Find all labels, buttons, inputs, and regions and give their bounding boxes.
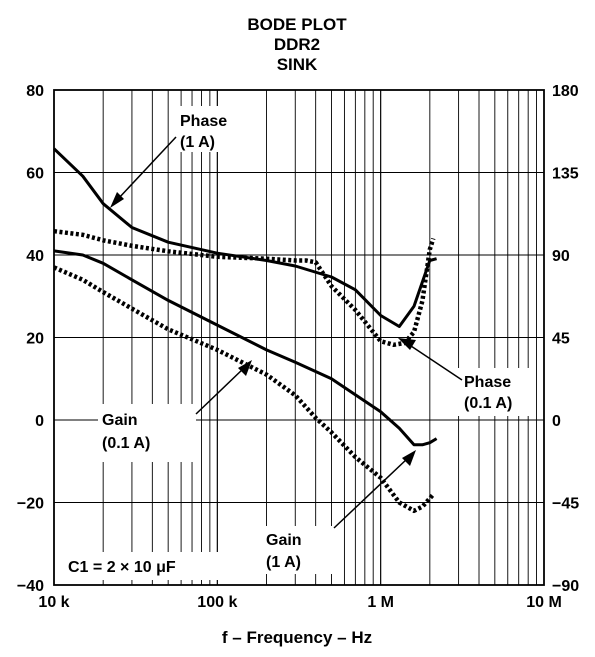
annotation-bg-gain-01a <box>98 404 196 462</box>
series-lines <box>52 147 438 514</box>
y2-tick-label: −45 <box>552 496 579 513</box>
annotation-phase-1a-line-1: Phase <box>180 113 227 130</box>
annotation-gain-01a-line-1: Gain <box>102 412 138 429</box>
y-tick-label: 40 <box>26 248 44 265</box>
y-tick-label: 80 <box>26 83 44 100</box>
annotation-phase-01a-line-1: Phase <box>464 374 511 391</box>
series-line-0 <box>52 147 437 328</box>
y2-tick-label: 135 <box>552 166 579 183</box>
y2-tick-label: 90 <box>552 248 570 265</box>
arrow-gain-1a-head <box>402 450 416 466</box>
x-tick-label: 100 k <box>197 594 237 611</box>
annotation-gain-01a-line-2: (0.1 A) <box>102 435 150 452</box>
arrow-phase-01a-head <box>398 338 416 350</box>
annotation-c1: C1 = 2 × 10 μF <box>68 559 176 576</box>
x-tick-label: 10 k <box>38 594 69 611</box>
annotation-phase-01a-line-2: (0.1 A) <box>464 395 512 412</box>
arrow-gain-01a-line <box>195 367 245 415</box>
y2-tick-label: −90 <box>552 578 579 595</box>
arrow-phase-1a-head <box>110 192 124 208</box>
annotation-arrows <box>110 136 463 529</box>
annotation-gain-1a-line-2: (1 A) <box>266 554 301 571</box>
annotation-bg-phase-1a <box>176 106 246 152</box>
chart-title-line-3: SINK <box>277 55 318 74</box>
x-tick-label: 1 M <box>367 594 394 611</box>
annotation-phase-1a-line-2: (1 A) <box>180 134 215 151</box>
series-line-1 <box>53 228 436 348</box>
y2-tick-label: 45 <box>552 331 570 348</box>
y-tick-label: −40 <box>17 578 44 595</box>
y-tick-label: 0 <box>35 413 44 430</box>
x-axis-title: f – Frequency – Hz <box>222 628 372 647</box>
chart-title-line-2: DDR2 <box>274 35 320 54</box>
tick-labels: 10 k 100 k 1 M 10 M 80 60 40 20 0 −20 −40 180 135 90 4… <box>17 83 579 611</box>
y2-tick-label: 180 <box>552 83 579 100</box>
plot-border <box>53 89 545 586</box>
arrow-gain-1a-line <box>333 457 409 529</box>
arrow-phase-1a-line <box>117 136 177 200</box>
y-tick-label: 60 <box>26 166 44 183</box>
annotation-bg-phase-01a <box>458 368 534 416</box>
series-line-2 <box>53 249 438 447</box>
annotation-bg-c1 <box>60 552 228 580</box>
chart-title-line-1: BODE PLOT <box>247 15 347 34</box>
arrow-phase-01a-line <box>407 343 463 381</box>
y2-tick-label: 0 <box>552 413 561 430</box>
x-tick-label: 10 M <box>526 594 562 611</box>
grid-lines <box>54 89 544 586</box>
y-tick-label: −20 <box>17 496 44 513</box>
arrow-gain-01a-head <box>238 360 252 376</box>
plot-frame <box>53 89 545 586</box>
y-tick-label: 20 <box>26 331 44 348</box>
series-line-3 <box>53 265 436 514</box>
annotation-bg-gain-1a <box>262 526 336 574</box>
annotation-gain-1a-line-1: Gain <box>266 532 302 549</box>
